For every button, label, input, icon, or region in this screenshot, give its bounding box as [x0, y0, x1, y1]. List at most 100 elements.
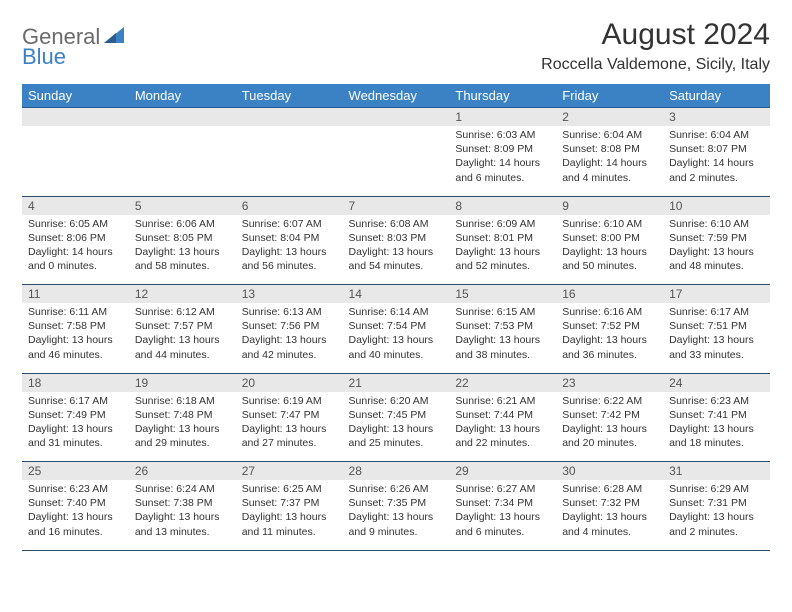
- sunset-text: Sunset: 7:31 PM: [669, 496, 764, 510]
- sunrise-text: Sunrise: 6:25 AM: [242, 482, 337, 496]
- sunrise-text: Sunrise: 6:17 AM: [669, 305, 764, 319]
- day-content-cell: Sunrise: 6:18 AMSunset: 7:48 PMDaylight:…: [129, 392, 236, 462]
- day-content-cell: Sunrise: 6:10 AMSunset: 8:00 PMDaylight:…: [556, 215, 663, 285]
- day-number-cell: 7: [343, 196, 450, 215]
- day-number-cell: 26: [129, 462, 236, 481]
- day-number-cell: 24: [663, 373, 770, 392]
- sunset-text: Sunset: 8:04 PM: [242, 231, 337, 245]
- daylight-text: Daylight: 13 hours and 25 minutes.: [349, 422, 444, 450]
- day-content-cell: Sunrise: 6:24 AMSunset: 7:38 PMDaylight:…: [129, 480, 236, 550]
- daylight-text: Daylight: 13 hours and 29 minutes.: [135, 422, 230, 450]
- day-content-cell: Sunrise: 6:04 AMSunset: 8:07 PMDaylight:…: [663, 126, 770, 196]
- day-number-cell: 9: [556, 196, 663, 215]
- sunrise-text: Sunrise: 6:10 AM: [669, 217, 764, 231]
- day-number-cell: [343, 108, 450, 127]
- daylight-text: Daylight: 13 hours and 58 minutes.: [135, 245, 230, 273]
- col-friday: Friday: [556, 84, 663, 108]
- day-content-cell: Sunrise: 6:05 AMSunset: 8:06 PMDaylight:…: [22, 215, 129, 285]
- sunrise-text: Sunrise: 6:19 AM: [242, 394, 337, 408]
- sunset-text: Sunset: 8:03 PM: [349, 231, 444, 245]
- sunset-text: Sunset: 8:06 PM: [28, 231, 123, 245]
- day-content-cell: Sunrise: 6:04 AMSunset: 8:08 PMDaylight:…: [556, 126, 663, 196]
- day-number-cell: 3: [663, 108, 770, 127]
- day-number-cell: 29: [449, 462, 556, 481]
- day-content-cell: Sunrise: 6:03 AMSunset: 8:09 PMDaylight:…: [449, 126, 556, 196]
- daylight-text: Daylight: 13 hours and 46 minutes.: [28, 333, 123, 361]
- day-content-row: Sunrise: 6:11 AMSunset: 7:58 PMDaylight:…: [22, 303, 770, 373]
- daylight-text: Daylight: 13 hours and 31 minutes.: [28, 422, 123, 450]
- sunrise-text: Sunrise: 6:03 AM: [455, 128, 550, 142]
- day-content-cell: Sunrise: 6:11 AMSunset: 7:58 PMDaylight:…: [22, 303, 129, 373]
- sunrise-text: Sunrise: 6:22 AM: [562, 394, 657, 408]
- day-number-cell: 19: [129, 373, 236, 392]
- day-number-cell: 14: [343, 285, 450, 304]
- sunset-text: Sunset: 7:35 PM: [349, 496, 444, 510]
- day-content-cell: Sunrise: 6:09 AMSunset: 8:01 PMDaylight:…: [449, 215, 556, 285]
- day-number-cell: 1: [449, 108, 556, 127]
- day-content-cell: Sunrise: 6:19 AMSunset: 7:47 PMDaylight:…: [236, 392, 343, 462]
- daylight-text: Daylight: 14 hours and 6 minutes.: [455, 156, 550, 184]
- sunrise-text: Sunrise: 6:15 AM: [455, 305, 550, 319]
- day-content-row: Sunrise: 6:05 AMSunset: 8:06 PMDaylight:…: [22, 215, 770, 285]
- day-content-cell: Sunrise: 6:20 AMSunset: 7:45 PMDaylight:…: [343, 392, 450, 462]
- day-content-cell: Sunrise: 6:15 AMSunset: 7:53 PMDaylight:…: [449, 303, 556, 373]
- col-monday: Monday: [129, 84, 236, 108]
- day-number-cell: 5: [129, 196, 236, 215]
- daylight-text: Daylight: 13 hours and 44 minutes.: [135, 333, 230, 361]
- day-content-cell: Sunrise: 6:12 AMSunset: 7:57 PMDaylight:…: [129, 303, 236, 373]
- day-number-cell: [22, 108, 129, 127]
- daylight-text: Daylight: 13 hours and 48 minutes.: [669, 245, 764, 273]
- sunrise-text: Sunrise: 6:04 AM: [562, 128, 657, 142]
- sunset-text: Sunset: 7:58 PM: [28, 319, 123, 333]
- sunrise-text: Sunrise: 6:09 AM: [455, 217, 550, 231]
- sunrise-text: Sunrise: 6:10 AM: [562, 217, 657, 231]
- day-number-row: 18192021222324: [22, 373, 770, 392]
- sunset-text: Sunset: 8:07 PM: [669, 142, 764, 156]
- day-number-row: 25262728293031: [22, 462, 770, 481]
- sunrise-text: Sunrise: 6:12 AM: [135, 305, 230, 319]
- day-content-cell: Sunrise: 6:08 AMSunset: 8:03 PMDaylight:…: [343, 215, 450, 285]
- sunset-text: Sunset: 8:09 PM: [455, 142, 550, 156]
- col-wednesday: Wednesday: [343, 84, 450, 108]
- daylight-text: Daylight: 13 hours and 27 minutes.: [242, 422, 337, 450]
- day-number-cell: 10: [663, 196, 770, 215]
- daylight-text: Daylight: 14 hours and 2 minutes.: [669, 156, 764, 184]
- sunset-text: Sunset: 7:52 PM: [562, 319, 657, 333]
- daylight-text: Daylight: 13 hours and 16 minutes.: [28, 510, 123, 538]
- day-content-cell: Sunrise: 6:07 AMSunset: 8:04 PMDaylight:…: [236, 215, 343, 285]
- sunrise-text: Sunrise: 6:23 AM: [28, 482, 123, 496]
- sunset-text: Sunset: 7:51 PM: [669, 319, 764, 333]
- sunrise-text: Sunrise: 6:11 AM: [28, 305, 123, 319]
- day-content-cell: Sunrise: 6:10 AMSunset: 7:59 PMDaylight:…: [663, 215, 770, 285]
- day-content-cell: [343, 126, 450, 196]
- day-number-cell: 22: [449, 373, 556, 392]
- day-number-cell: 11: [22, 285, 129, 304]
- logo-text-blue: Blue: [22, 44, 66, 69]
- sunrise-text: Sunrise: 6:14 AM: [349, 305, 444, 319]
- day-number-cell: [236, 108, 343, 127]
- daylight-text: Daylight: 13 hours and 38 minutes.: [455, 333, 550, 361]
- day-number-cell: 15: [449, 285, 556, 304]
- sunrise-text: Sunrise: 6:23 AM: [669, 394, 764, 408]
- sunset-text: Sunset: 7:48 PM: [135, 408, 230, 422]
- day-number-row: 45678910: [22, 196, 770, 215]
- sunrise-text: Sunrise: 6:27 AM: [455, 482, 550, 496]
- day-number-cell: 31: [663, 462, 770, 481]
- day-number-cell: 4: [22, 196, 129, 215]
- day-content-cell: Sunrise: 6:16 AMSunset: 7:52 PMDaylight:…: [556, 303, 663, 373]
- sunrise-text: Sunrise: 6:28 AM: [562, 482, 657, 496]
- sunrise-text: Sunrise: 6:29 AM: [669, 482, 764, 496]
- sunset-text: Sunset: 7:41 PM: [669, 408, 764, 422]
- day-number-cell: 18: [22, 373, 129, 392]
- sunset-text: Sunset: 7:53 PM: [455, 319, 550, 333]
- sunset-text: Sunset: 7:32 PM: [562, 496, 657, 510]
- day-content-cell: [129, 126, 236, 196]
- sunset-text: Sunset: 7:37 PM: [242, 496, 337, 510]
- daylight-text: Daylight: 13 hours and 18 minutes.: [669, 422, 764, 450]
- sunset-text: Sunset: 7:45 PM: [349, 408, 444, 422]
- sunrise-text: Sunrise: 6:13 AM: [242, 305, 337, 319]
- col-sunday: Sunday: [22, 84, 129, 108]
- sunset-text: Sunset: 7:38 PM: [135, 496, 230, 510]
- sunrise-text: Sunrise: 6:07 AM: [242, 217, 337, 231]
- day-number-row: 11121314151617: [22, 285, 770, 304]
